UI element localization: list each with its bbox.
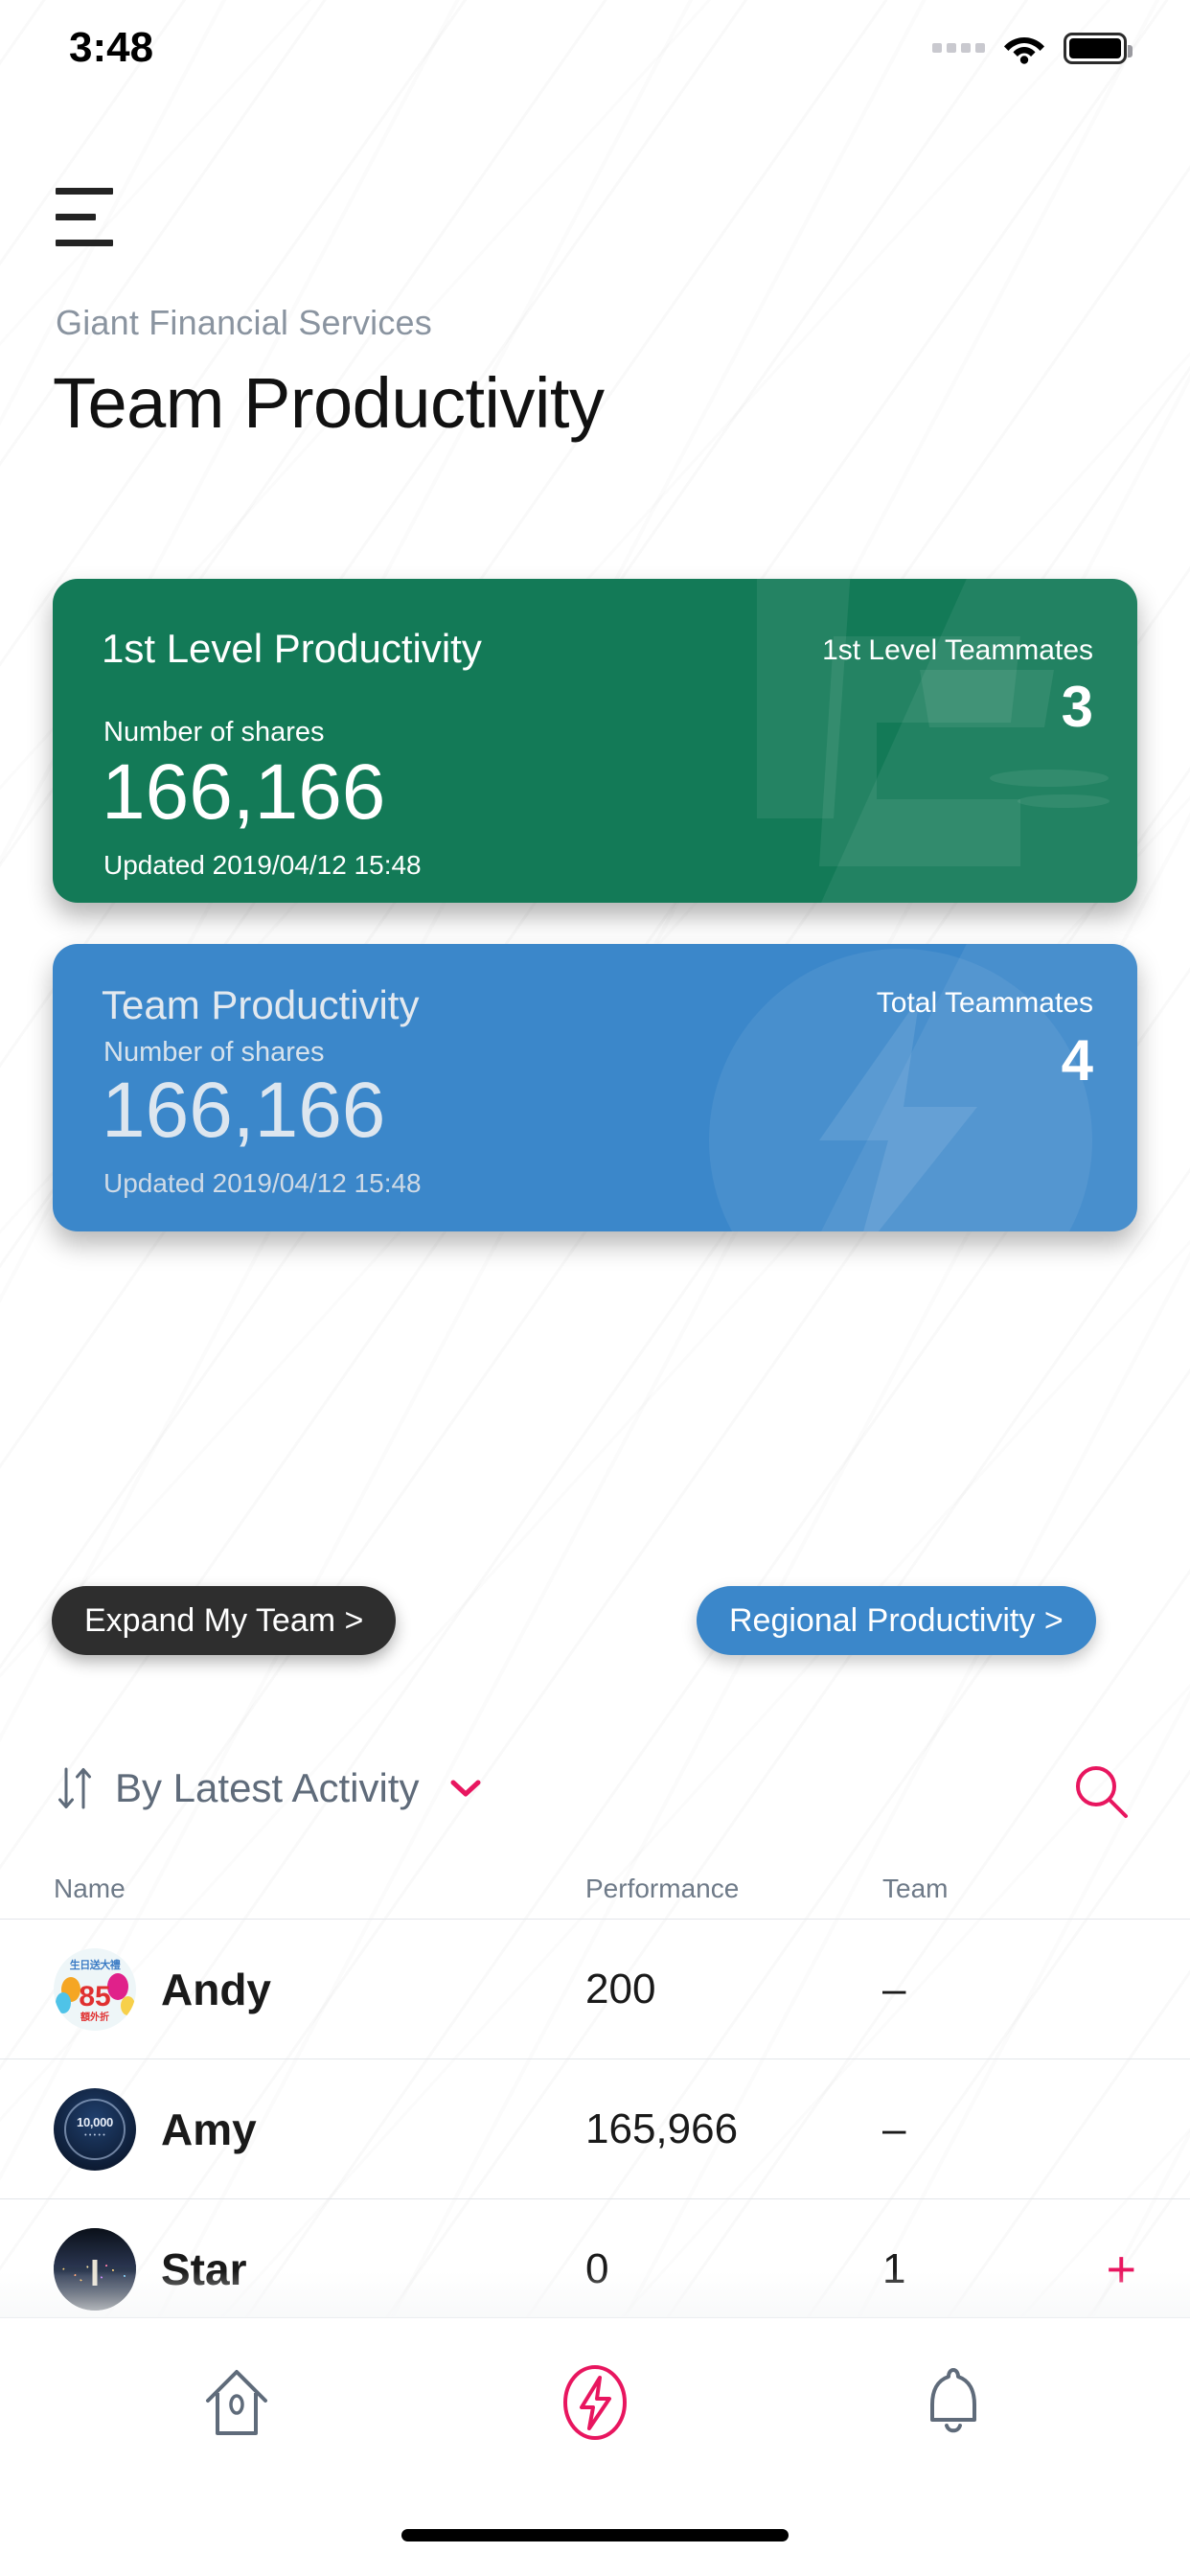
expand-my-team-button[interactable]: Expand My Team > <box>52 1586 397 1655</box>
bell-icon <box>919 2362 988 2448</box>
cell-performance: 200 <box>585 1965 656 2012</box>
team-productivity-card[interactable]: Team Productivity Total Teammates 4 Numb… <box>53 944 1137 1231</box>
home-icon <box>202 2366 271 2444</box>
page-title: Team Productivity <box>53 363 605 443</box>
status-indicators <box>932 32 1133 64</box>
cell-team: – <box>882 2104 906 2152</box>
card-shares-label: Number of shares <box>103 1037 325 1068</box>
avatar-text-top: 10,000 <box>77 2114 113 2129</box>
search-icon[interactable] <box>1071 1761 1131 1821</box>
teammate-name: Star <box>161 2243 247 2294</box>
sort-label: By Latest Activity <box>115 1765 420 1810</box>
teammate-name: Amy <box>161 2104 257 2154</box>
battery-icon <box>1064 32 1133 64</box>
table-row[interactable]: 生日送大禮 85 額外折 Andy 200 – <box>0 1919 1190 2058</box>
column-header-name: Name <box>54 1874 126 1903</box>
status-time: 3:48 <box>69 24 154 71</box>
nav-home-button[interactable] <box>179 2352 294 2457</box>
sort-arrows-icon <box>54 1764 96 1812</box>
card-teammates-value: 4 <box>1061 1028 1093 1092</box>
sort-control[interactable]: By Latest Activity <box>54 1764 482 1812</box>
cell-name: Star <box>54 2227 585 2311</box>
table-header-row: Name Performance Team <box>0 1859 1190 1919</box>
card-shares-label: Number of shares <box>103 717 325 748</box>
birthday-promo-avatar: 生日送大禮 85 額外折 <box>54 1947 136 2031</box>
card-shares-value: 166,166 <box>102 1067 386 1154</box>
lightning-circle-icon <box>559 2362 631 2448</box>
cell-performance: 165,966 <box>585 2104 739 2152</box>
cell-team: – <box>882 1965 906 2012</box>
status-bar: 3:48 <box>0 0 1190 96</box>
card-teammates-label: Total Teammates <box>876 987 1093 1019</box>
nav-notifications-button[interactable] <box>896 2352 1011 2457</box>
teammates-table: Name Performance Team 生日送大禮 85 額外折 Andy … <box>0 1859 1190 2358</box>
add-teammate-button[interactable]: + <box>1106 2240 1136 2298</box>
avatar-text-sub: • • • • • <box>84 2131 105 2139</box>
cell-team: 1 <box>882 2244 906 2292</box>
table-row[interactable]: 10,000 • • • • • Amy 165,966 – <box>0 2058 1190 2198</box>
nav-activity-button[interactable] <box>538 2352 652 2457</box>
city-night-avatar <box>54 2227 136 2311</box>
column-header-performance: Performance <box>585 1874 740 1903</box>
chevron-down-icon[interactable] <box>449 1778 482 1799</box>
bottom-navigation-bar <box>0 2317 1190 2576</box>
card-heading: 1st Level Productivity <box>102 626 482 671</box>
avatar-text-sub: 額外折 <box>80 2012 109 2023</box>
cell-performance: 0 <box>585 2244 609 2292</box>
hamburger-menu-icon[interactable] <box>56 178 161 264</box>
card-updated-timestamp: Updated 2019/04/12 15:48 <box>103 850 422 880</box>
breadcrumb: Giant Financial Services <box>56 303 432 342</box>
home-indicator <box>401 2529 789 2542</box>
signal-dots-icon <box>932 43 985 53</box>
cell-name: 生日送大禮 85 額外折 Andy <box>54 1947 585 2031</box>
wifi-icon <box>1002 32 1046 64</box>
sort-row: By Latest Activity <box>0 1744 1190 1832</box>
card-updated-timestamp: Updated 2019/04/12 15:48 <box>103 1168 422 1198</box>
column-header-team: Team <box>882 1874 949 1903</box>
dark-badge-avatar: 10,000 • • • • • <box>54 2087 136 2171</box>
first-level-productivity-card[interactable]: 1st Level Productivity 1st Level Teammat… <box>53 579 1137 903</box>
card-heading: Team Productivity <box>102 982 420 1027</box>
cell-name: 10,000 • • • • • Amy <box>54 2087 585 2171</box>
regional-productivity-button[interactable]: Regional Productivity > <box>697 1586 1096 1655</box>
card-teammates-label: 1st Level Teammates <box>822 634 1093 666</box>
teammate-name: Andy <box>161 1964 271 2014</box>
avatar-text-main: 85 <box>79 1980 111 2012</box>
card-teammates-value: 3 <box>1061 675 1093 739</box>
card-shares-value: 166,166 <box>102 748 386 836</box>
avatar-text-top: 生日送大禮 <box>69 1959 121 1971</box>
